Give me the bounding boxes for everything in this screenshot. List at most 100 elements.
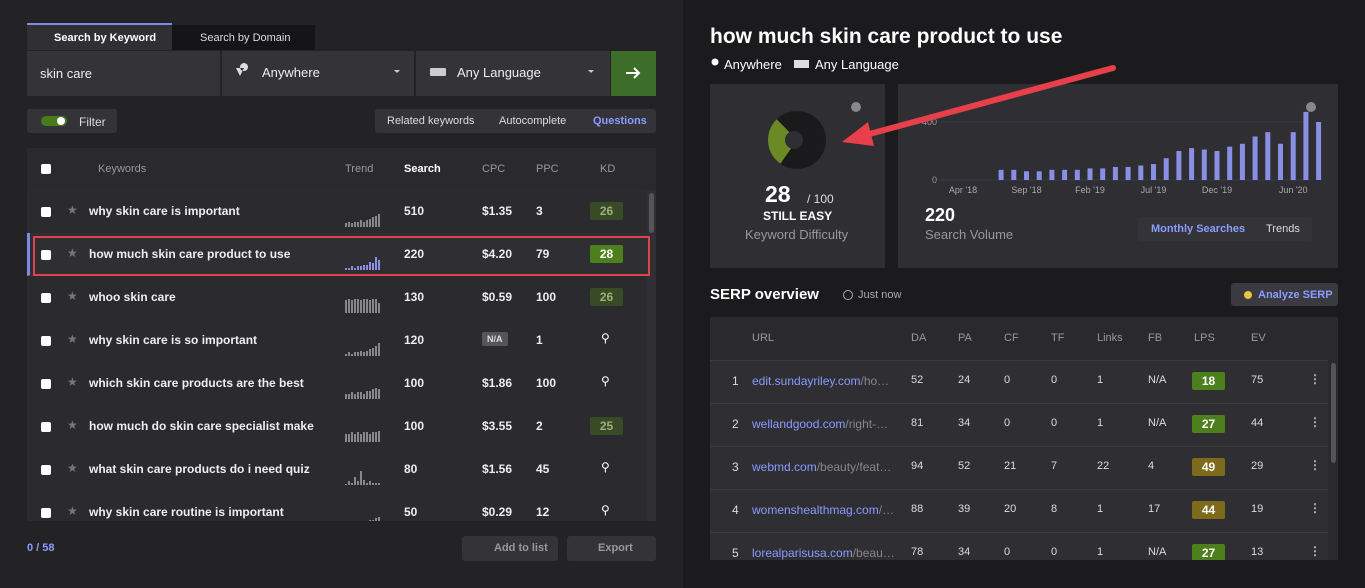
column-header[interactable]: Links: [1097, 332, 1123, 344]
location-select[interactable]: [222, 51, 414, 96]
analyze-label[interactable]: Analyze SERP: [1258, 289, 1333, 301]
table-row[interactable]: [27, 276, 647, 320]
table-row[interactable]: [710, 446, 1328, 490]
location-text[interactable]: Anywhere: [262, 65, 320, 80]
mode-button[interactable]: Autocomplete: [499, 115, 567, 127]
column-header[interactable]: KD: [600, 163, 616, 175]
star[interactable]: ★: [67, 246, 78, 260]
star[interactable]: ★: [67, 418, 78, 432]
more-icon[interactable]: ⋮: [1309, 458, 1321, 472]
url[interactable]: webmd.com/beauty/feat…: [752, 460, 891, 474]
more-icon[interactable]: ⋮: [1309, 544, 1321, 558]
language-select[interactable]: [416, 51, 610, 96]
keyword[interactable]: whoo skin care: [89, 290, 176, 304]
table-row[interactable]: [27, 233, 647, 276]
url-path[interactable]: /ho…: [860, 374, 890, 388]
url[interactable]: womenshealthmag.com/…: [752, 503, 894, 517]
keyword[interactable]: why skin care is important: [89, 204, 240, 218]
checkbox[interactable]: [41, 336, 51, 346]
keyword[interactable]: what skin care products do i need quiz: [89, 462, 310, 476]
search-input[interactable]: [27, 51, 220, 96]
checkbox[interactable]: [41, 293, 51, 303]
checkbox[interactable]: [41, 465, 51, 475]
keyword[interactable]: which skin care products are the best: [89, 376, 304, 390]
url-domain[interactable]: edit.sundayriley.com: [752, 374, 861, 388]
star[interactable]: ★: [67, 375, 78, 389]
trend-bar: [345, 393, 347, 399]
url-path[interactable]: /…: [878, 503, 895, 517]
url-domain[interactable]: womenshealthmag.com: [752, 503, 879, 517]
scroll-thumb[interactable]: [649, 193, 654, 233]
more-icon[interactable]: ⋮: [1309, 415, 1321, 429]
column-header[interactable]: LPS: [1194, 332, 1215, 344]
keyword[interactable]: how much skin care product to use: [89, 247, 291, 261]
column-header[interactable]: CF: [1004, 332, 1019, 344]
star[interactable]: ★: [67, 203, 78, 217]
toggle-button[interactable]: Trends: [1266, 223, 1300, 235]
add-label[interactable]: Add to list: [494, 542, 548, 554]
column-header[interactable]: URL: [752, 332, 775, 344]
checkbox[interactable]: [41, 379, 51, 389]
export-label[interactable]: Export: [598, 542, 633, 554]
url-domain[interactable]: lorealparisusa.com: [752, 546, 853, 560]
star[interactable]: ★: [67, 504, 78, 518]
url-domain[interactable]: wellandgood.com: [752, 417, 846, 431]
column-header[interactable]: FB: [1148, 332, 1163, 344]
search-icon[interactable]: ⚲: [601, 503, 610, 517]
table-row[interactable]: [710, 403, 1328, 447]
export-button[interactable]: [567, 536, 656, 561]
tab-active[interactable]: [27, 23, 172, 50]
search-text[interactable]: skin care: [40, 66, 93, 81]
scroll-thumb[interactable]: [1331, 363, 1336, 463]
search-icon[interactable]: ⚲: [601, 460, 610, 474]
url[interactable]: edit.sundayriley.com/ho…: [752, 374, 889, 388]
tab-label[interactable]: Search by Domain: [200, 32, 291, 44]
mode-button[interactable]: Related keywords: [387, 115, 475, 127]
checkbox[interactable]: [41, 164, 51, 174]
url-path[interactable]: /beau…: [852, 546, 895, 560]
column-header[interactable]: DA: [911, 332, 927, 344]
checkbox[interactable]: [41, 508, 51, 518]
url[interactable]: wellandgood.com/right-…: [752, 417, 888, 431]
table-row[interactable]: [710, 360, 1328, 404]
search-icon[interactable]: ⚲: [601, 374, 610, 388]
star[interactable]: ★: [67, 461, 78, 475]
checkbox[interactable]: [41, 422, 51, 432]
filter-label[interactable]: Filter: [79, 115, 106, 129]
column-header[interactable]: Keywords: [98, 163, 147, 175]
column-header[interactable]: EV: [1251, 332, 1266, 344]
toggle-button[interactable]: Monthly Searches: [1151, 223, 1246, 235]
table-row[interactable]: [27, 405, 647, 449]
url-domain[interactable]: webmd.com: [752, 460, 817, 474]
keyword[interactable]: how much do skin care specialist make: [89, 419, 314, 433]
keyword[interactable]: why skin care is so important: [89, 333, 258, 347]
search-icon[interactable]: ⚲: [601, 331, 610, 345]
column-header[interactable]: Trend: [345, 163, 374, 175]
checkbox[interactable]: [41, 250, 51, 260]
url-path[interactable]: /beauty/feat…: [816, 460, 892, 474]
url-path[interactable]: /right-…: [845, 417, 889, 431]
table-row[interactable]: [27, 491, 647, 521]
star[interactable]: ★: [67, 332, 78, 346]
table-row[interactable]: [710, 489, 1328, 533]
column-header[interactable]: PA: [958, 332, 972, 344]
mode-button[interactable]: Questions: [593, 115, 647, 127]
star[interactable]: ★: [67, 289, 78, 303]
more-icon[interactable]: ⋮: [1309, 372, 1321, 386]
keyword-table: Keywords Trend Search CPC PPC KD ★ why skin car…: [27, 148, 656, 521]
table-row[interactable]: [27, 190, 647, 234]
add-button[interactable]: [462, 536, 558, 561]
table-row[interactable]: [710, 532, 1328, 560]
column-header[interactable]: TF: [1051, 332, 1065, 344]
more-icon[interactable]: ⋮: [1309, 501, 1321, 515]
column-header[interactable]: PPC: [536, 163, 559, 175]
checkbox[interactable]: [41, 207, 51, 217]
tab[interactable]: [172, 25, 315, 50]
column-header[interactable]: CPC: [482, 163, 506, 175]
tab-label[interactable]: Search by Keyword: [54, 32, 157, 44]
language-text[interactable]: Any Language: [457, 65, 541, 80]
column-header[interactable]: Search: [404, 163, 441, 175]
url[interactable]: lorealparisusa.com/beau…: [752, 546, 895, 560]
keyword[interactable]: why skin care routine is important: [89, 505, 284, 519]
analyze-button[interactable]: [1231, 283, 1338, 306]
